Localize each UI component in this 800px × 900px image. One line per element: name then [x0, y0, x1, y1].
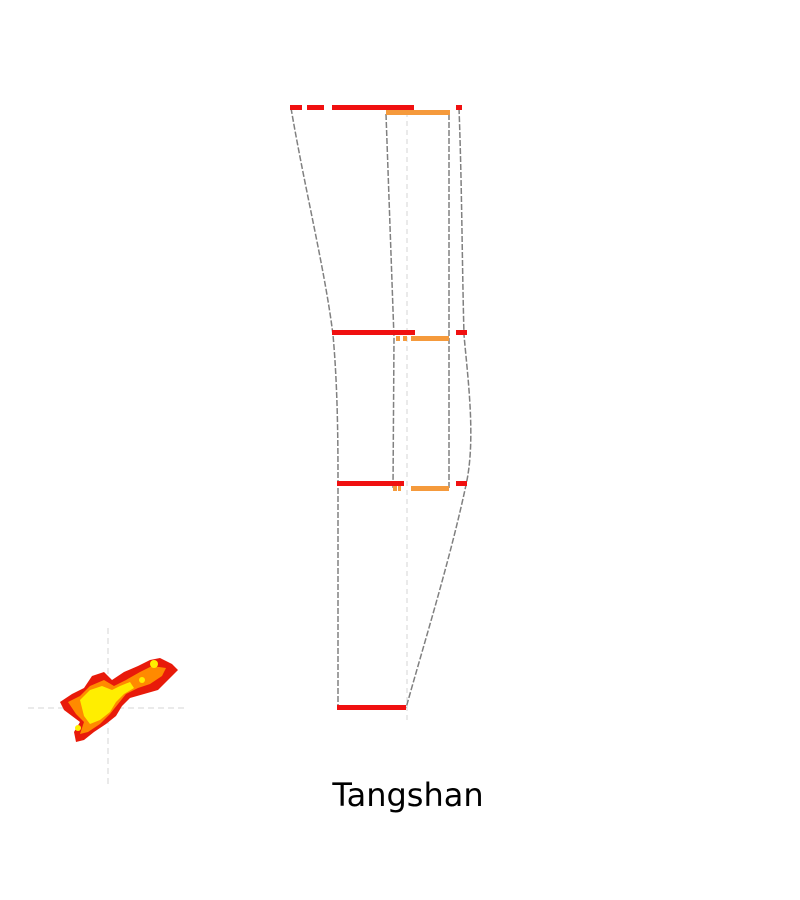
level-lower — [337, 481, 467, 491]
red-segment — [456, 330, 467, 335]
outer-right-outline — [406, 108, 471, 708]
red-segment — [337, 481, 404, 486]
orange-segment — [398, 486, 401, 491]
red-segment — [332, 105, 414, 110]
red-segment — [456, 105, 462, 110]
outer-left-outline — [291, 108, 338, 708]
blob-speck — [139, 677, 145, 683]
location-marker — [28, 628, 188, 788]
inner-frame-left-outline — [386, 114, 394, 488]
orange-segment — [411, 486, 449, 491]
red-segment — [307, 105, 324, 110]
heat-blob — [60, 658, 178, 742]
red-segment — [290, 105, 302, 110]
city-title: Tangshan — [0, 776, 800, 814]
red-segment — [332, 330, 415, 335]
blob-core — [89, 693, 111, 715]
base-red-segment — [337, 705, 406, 710]
blob-speck — [75, 725, 81, 731]
orange-segment — [393, 486, 397, 491]
orange-segment — [386, 110, 450, 115]
blob-speck — [150, 660, 158, 668]
orange-segment — [403, 336, 407, 341]
red-segment — [456, 481, 467, 486]
orange-segment — [396, 336, 400, 341]
orange-segment — [411, 336, 449, 341]
level-top — [290, 105, 462, 115]
level-middle — [332, 330, 467, 341]
